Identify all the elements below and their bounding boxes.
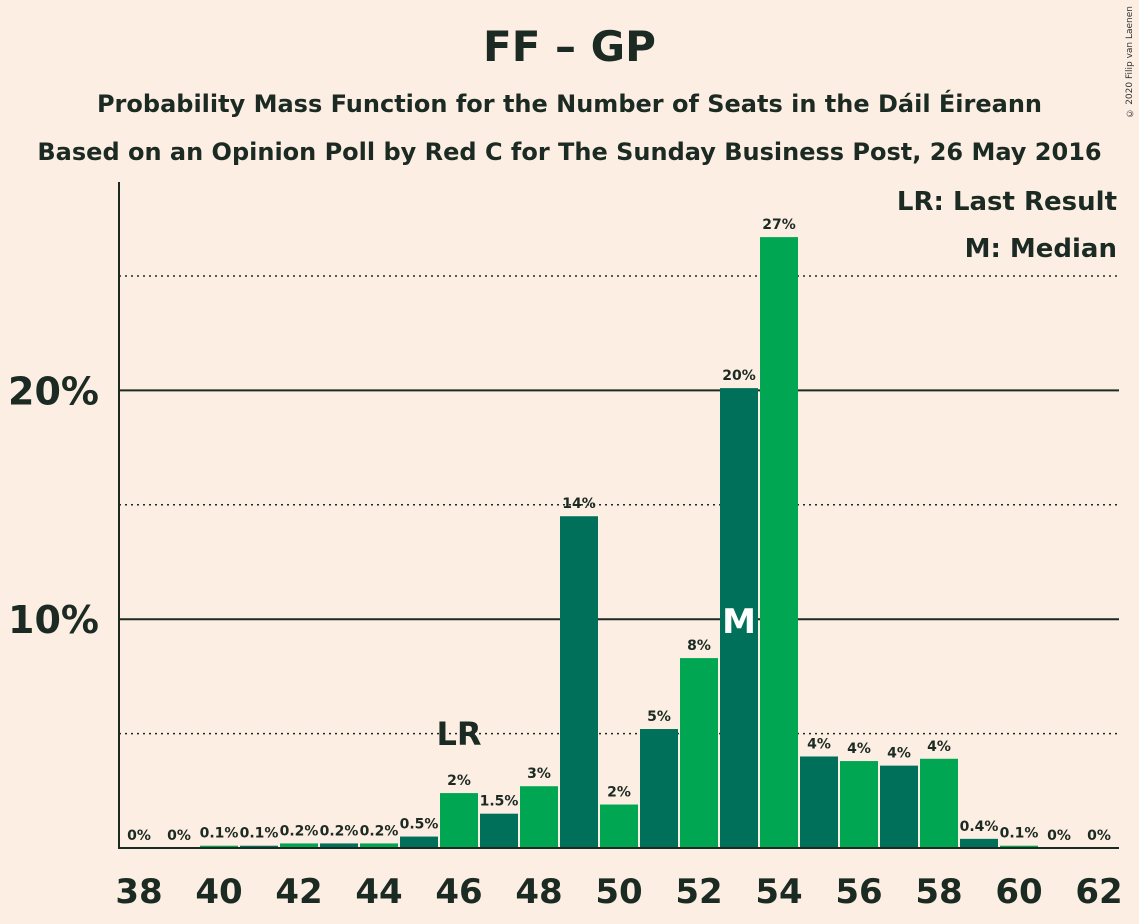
bar-41: [240, 845, 278, 848]
median-marker: M: [722, 602, 756, 642]
bar-48: [520, 786, 558, 848]
bar-49: [560, 516, 598, 848]
chart-title: FF – GP: [483, 22, 656, 71]
x-tick-label-48: 48: [515, 872, 562, 912]
bar-value-label-55: 4%: [807, 736, 831, 752]
bar-51: [640, 729, 678, 848]
x-tick-label-46: 46: [435, 872, 482, 912]
x-tick-label-56: 56: [835, 872, 882, 912]
bar-57: [880, 765, 918, 848]
bar-value-label-53: 20%: [722, 368, 756, 384]
y-tick-label-20: 20%: [8, 369, 99, 413]
bar-43: [320, 843, 358, 848]
y-tick-label-10: 10%: [8, 598, 99, 642]
bar-value-label-52: 8%: [687, 638, 711, 654]
x-tick-label-62: 62: [1075, 872, 1122, 912]
bar-value-label-48: 3%: [527, 766, 551, 782]
bar-50: [600, 804, 638, 848]
chart-subtitle: Probability Mass Function for the Number…: [96, 90, 1043, 118]
bar-value-label-54: 27%: [762, 217, 796, 233]
bar-44: [360, 843, 398, 848]
bar-value-label-41: 0.1%: [240, 826, 279, 842]
x-tick-label-52: 52: [675, 872, 722, 912]
bar-53: [720, 388, 758, 848]
bar-value-label-57: 4%: [887, 746, 911, 762]
bar-value-label-46: 2%: [447, 773, 471, 789]
legend-last-result: LR: Last Result: [897, 187, 1117, 217]
bar-value-label-62: 0%: [1087, 828, 1111, 844]
bar-46: [440, 793, 478, 848]
bar-value-label-42: 0.2%: [280, 823, 319, 839]
x-tick-label-60: 60: [995, 872, 1042, 912]
bar-value-label-56: 4%: [847, 741, 871, 757]
bar-value-label-61: 0%: [1047, 828, 1071, 844]
bar-value-label-38: 0%: [127, 828, 151, 844]
x-tick-label-40: 40: [195, 872, 242, 912]
bar-value-label-44: 0.2%: [360, 823, 399, 839]
bar-59: [960, 838, 998, 848]
x-tick-label-54: 54: [755, 872, 802, 912]
bar-value-label-60: 0.1%: [1000, 826, 1039, 842]
bar-45: [400, 836, 438, 848]
chart-source-line: Based on an Opinion Poll by Red C for Th…: [37, 138, 1102, 166]
x-tick-label-58: 58: [915, 872, 962, 912]
legend-median: M: Median: [965, 234, 1117, 264]
bar-58: [920, 758, 958, 848]
x-tick-label-42: 42: [275, 872, 322, 912]
bar-value-label-51: 5%: [647, 709, 671, 725]
bar-56: [840, 761, 878, 848]
bar-40: [200, 845, 238, 848]
last-result-marker: LR: [436, 715, 481, 753]
bar-value-label-47: 1.5%: [480, 794, 519, 810]
bar-60: [1000, 845, 1038, 848]
bar-47: [480, 813, 518, 848]
bar-54: [760, 237, 798, 848]
bar-value-label-50: 2%: [607, 785, 631, 801]
x-tick-label-44: 44: [355, 872, 402, 912]
bar-value-label-39: 0%: [167, 828, 191, 844]
bar-55: [800, 756, 838, 848]
bar-value-label-58: 4%: [927, 739, 951, 755]
bar-value-label-45: 0.5%: [400, 817, 439, 833]
bar-value-label-59: 0.4%: [960, 819, 999, 835]
bar-value-label-43: 0.2%: [320, 823, 359, 839]
bar-42: [280, 843, 318, 848]
bar-52: [680, 658, 718, 848]
x-tick-label-38: 38: [115, 872, 162, 912]
bar-value-label-49: 14%: [562, 496, 596, 512]
bar-value-label-40: 0.1%: [200, 826, 239, 842]
x-tick-label-50: 50: [595, 872, 642, 912]
